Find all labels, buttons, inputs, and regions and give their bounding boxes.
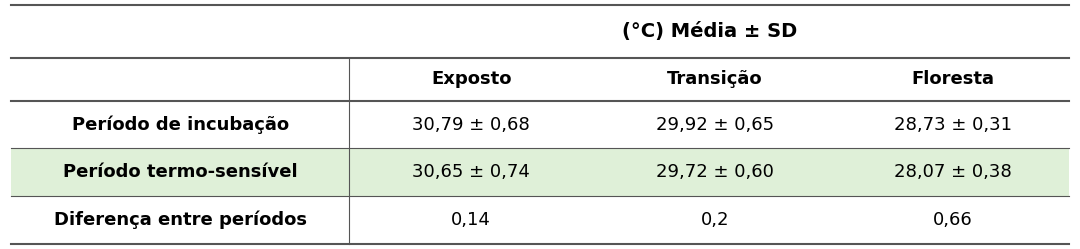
Text: Floresta: Floresta: [912, 70, 995, 88]
Text: Período termo-sensível: Período termo-sensível: [63, 163, 297, 181]
Text: Diferença entre períodos: Diferença entre períodos: [54, 211, 307, 229]
Text: 30,65 ± 0,74: 30,65 ± 0,74: [413, 163, 530, 181]
Text: 28,07 ± 0,38: 28,07 ± 0,38: [894, 163, 1012, 181]
Text: (°C) Média ± SD: (°C) Média ± SD: [622, 22, 797, 41]
Text: Exposto: Exposto: [431, 70, 512, 88]
Text: 29,72 ± 0,60: 29,72 ± 0,60: [656, 163, 773, 181]
Text: 0,2: 0,2: [701, 211, 729, 229]
Text: Período de incubação: Período de incubação: [71, 115, 288, 134]
Text: 29,92 ± 0,65: 29,92 ± 0,65: [656, 116, 773, 133]
Text: Transição: Transição: [666, 70, 762, 88]
Text: 0,66: 0,66: [933, 211, 973, 229]
Text: 0,14: 0,14: [451, 211, 491, 229]
Text: 28,73 ± 0,31: 28,73 ± 0,31: [894, 116, 1012, 133]
FancyBboxPatch shape: [11, 148, 1069, 196]
Text: 30,79 ± 0,68: 30,79 ± 0,68: [413, 116, 530, 133]
